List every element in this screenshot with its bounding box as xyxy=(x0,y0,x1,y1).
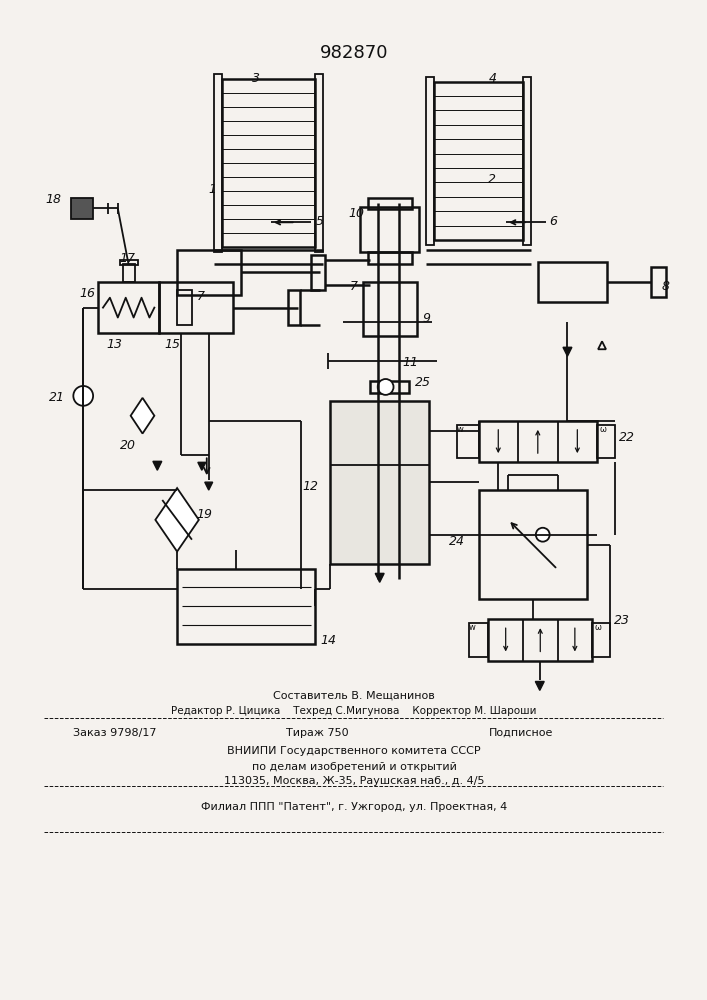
Bar xyxy=(489,619,592,661)
Bar xyxy=(98,282,159,333)
Bar xyxy=(479,421,597,462)
Text: 22: 22 xyxy=(619,431,635,444)
Text: 16: 16 xyxy=(79,287,95,300)
Bar xyxy=(71,198,93,219)
Bar xyxy=(434,82,523,240)
Text: по делам изобретений и открытий: по делам изобретений и открытий xyxy=(252,762,457,772)
Bar xyxy=(363,282,417,336)
Bar xyxy=(119,260,138,265)
Bar xyxy=(159,282,233,333)
Text: 10: 10 xyxy=(348,207,364,220)
Polygon shape xyxy=(153,461,162,470)
Polygon shape xyxy=(563,347,572,356)
Text: Филиал ППП "Патент", г. Ужгород, ул. Проектная, 4: Филиал ППП "Патент", г. Ужгород, ул. Про… xyxy=(201,802,507,812)
Bar xyxy=(426,77,434,245)
Text: w: w xyxy=(457,425,464,434)
Bar xyxy=(368,198,412,209)
Text: 8: 8 xyxy=(661,280,670,293)
Bar xyxy=(457,425,479,458)
Polygon shape xyxy=(198,462,206,470)
Text: 6: 6 xyxy=(549,215,558,228)
Text: 11: 11 xyxy=(402,356,419,369)
Text: 20: 20 xyxy=(119,439,136,452)
Bar xyxy=(538,262,607,302)
Text: Заказ 9798/17: Заказ 9798/17 xyxy=(74,728,157,738)
Bar xyxy=(469,623,489,657)
Text: ω: ω xyxy=(594,623,601,632)
Text: 1: 1 xyxy=(209,183,216,196)
Text: Подписное: Подписное xyxy=(489,728,553,738)
Text: 21: 21 xyxy=(49,391,66,404)
Circle shape xyxy=(536,528,549,542)
Text: 2: 2 xyxy=(489,173,496,186)
Text: w: w xyxy=(469,623,476,632)
Polygon shape xyxy=(131,398,154,434)
Bar xyxy=(288,290,300,325)
Text: Тираж 750: Тираж 750 xyxy=(286,728,349,738)
Bar xyxy=(310,255,325,290)
Text: 7: 7 xyxy=(350,280,358,293)
Bar xyxy=(368,252,412,264)
Bar xyxy=(221,79,315,247)
Text: 5: 5 xyxy=(315,215,324,228)
Text: 25: 25 xyxy=(415,376,431,389)
Text: 113035, Москва, Ж-35, Раушская наб., д. 4/5: 113035, Москва, Ж-35, Раушская наб., д. … xyxy=(223,776,484,786)
Bar xyxy=(523,77,531,245)
Bar xyxy=(592,623,610,657)
Text: 15: 15 xyxy=(164,338,180,351)
Text: 18: 18 xyxy=(45,193,62,206)
Text: ω: ω xyxy=(599,425,606,434)
Bar xyxy=(370,381,409,393)
Text: 13: 13 xyxy=(106,338,122,351)
Text: 17: 17 xyxy=(119,252,136,265)
Text: Редактор Р. Цицика    Техред С.Мигунова    Корректор М. Шароши: Редактор Р. Цицика Техред С.Мигунова Кор… xyxy=(171,706,537,716)
Bar xyxy=(479,490,588,599)
Bar xyxy=(123,264,134,282)
Bar xyxy=(177,569,315,644)
Bar xyxy=(330,401,429,564)
Polygon shape xyxy=(535,681,544,690)
Bar xyxy=(177,250,241,295)
Text: 23: 23 xyxy=(614,614,630,627)
Bar xyxy=(360,207,419,252)
Polygon shape xyxy=(375,573,384,582)
Text: 14: 14 xyxy=(320,634,337,647)
Circle shape xyxy=(378,379,394,395)
Text: ВНИИПИ Государственного комитета СССР: ВНИИПИ Государственного комитета СССР xyxy=(227,746,481,756)
Bar xyxy=(651,267,666,297)
Polygon shape xyxy=(156,488,199,552)
Bar xyxy=(597,425,615,458)
Text: 9: 9 xyxy=(422,312,430,325)
Text: 3: 3 xyxy=(252,72,260,85)
Bar xyxy=(177,290,192,325)
Text: 24: 24 xyxy=(449,535,465,548)
Text: 19: 19 xyxy=(197,508,213,521)
Bar xyxy=(214,74,221,252)
Polygon shape xyxy=(205,482,213,490)
Bar xyxy=(315,74,323,252)
Text: Составитель В. Мещанинов: Составитель В. Мещанинов xyxy=(273,690,435,700)
Circle shape xyxy=(74,386,93,406)
Text: 12: 12 xyxy=(303,480,319,493)
Text: 982870: 982870 xyxy=(320,44,388,62)
Text: 4: 4 xyxy=(489,72,496,85)
Text: 7: 7 xyxy=(197,290,205,303)
